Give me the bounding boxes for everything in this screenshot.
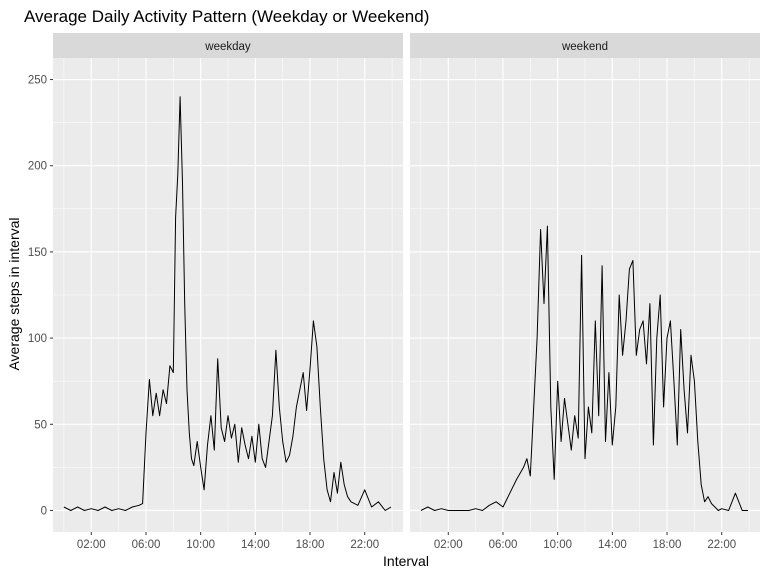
strip-weekend	[410, 33, 760, 58]
x-tick-label: 06:00	[132, 539, 161, 551]
series-line-weekday	[63, 96, 392, 511]
chart-title: Average Daily Activity Pattern (Weekday …	[24, 7, 429, 26]
x-tick-label: 22:00	[350, 539, 379, 551]
y-axis: 0 50 100 150 200 250	[28, 75, 53, 517]
strip-weekday	[53, 33, 403, 58]
x-tick-label: 10:00	[543, 539, 572, 551]
panel-weekend: weekend 02:00 06:00 10:00 14:00 18:00 22:00	[410, 33, 760, 551]
x-axis-title: Interval	[383, 553, 429, 569]
x-tick-label: 18:00	[653, 539, 682, 551]
y-tick-label: 150	[28, 247, 47, 259]
y-tick-label: 200	[28, 161, 47, 173]
y-tick-label: 50	[34, 419, 47, 431]
x-tick-label: 14:00	[598, 539, 627, 551]
x-tick-label: 22:00	[707, 539, 736, 551]
x-tick-label: 14:00	[241, 539, 270, 551]
x-tick-label: 06:00	[489, 539, 518, 551]
y-tick-label: 250	[28, 75, 47, 87]
x-tick-label: 10:00	[186, 539, 215, 551]
panel-weekday: weekday 02:00 06:00 10:00 14:00 18:00 22:00	[53, 33, 403, 551]
x-tick-label: 02:00	[434, 539, 463, 551]
strip-label-weekend: weekend	[561, 41, 608, 53]
y-tick-label: 0	[41, 505, 47, 517]
series-line-weekend	[420, 225, 748, 511]
x-tick-label: 02:00	[77, 539, 106, 551]
x-tick-label: 18:00	[296, 539, 325, 551]
strip-label-weekday: weekday	[204, 41, 251, 53]
y-axis-title: Average steps in interval	[6, 217, 22, 370]
y-tick-label: 100	[28, 333, 47, 345]
